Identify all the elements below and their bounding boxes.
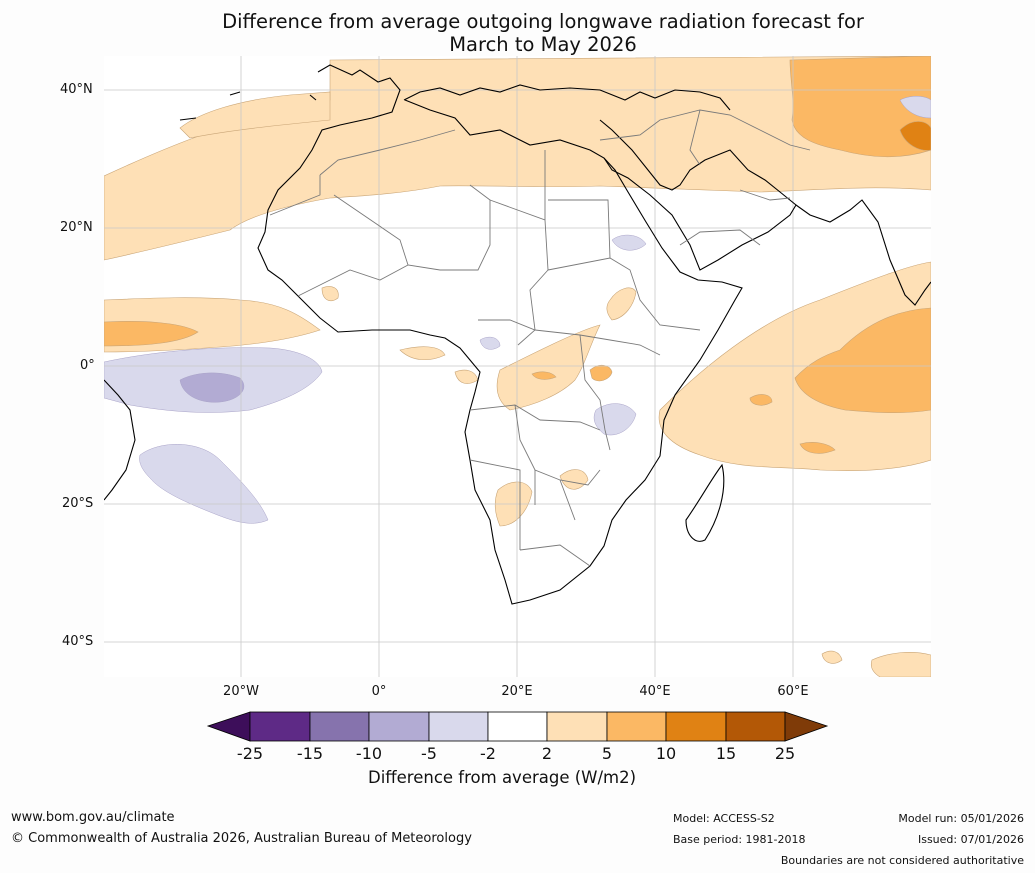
colorbar-bin: [725, 711, 786, 742]
lon-label-60e: 60°E: [777, 684, 809, 699]
disclaimer-text: Boundaries are not considered authoritat…: [780, 854, 1024, 867]
colorbar-bin: [309, 711, 370, 742]
lon-label-20e: 20°E: [501, 684, 533, 699]
colorbar-tick: 15: [715, 744, 737, 763]
model-run-text: Model run: 05/01/2026: [898, 812, 1024, 825]
colorbar-tick: 5: [601, 744, 613, 763]
title-line-1: Difference from average outgoing longwav…: [222, 10, 864, 33]
lon-label-40e: 40°E: [639, 684, 671, 699]
colorbar-bin: [487, 711, 548, 742]
issued-text: Issued: 07/01/2026: [917, 833, 1024, 846]
colorbar-bin: [249, 711, 311, 742]
negative-anomaly-areas: [104, 96, 931, 524]
lat-label-equator: 0°: [80, 358, 95, 373]
colorbar-bin: [368, 711, 430, 742]
colorbar-bin: [606, 711, 667, 742]
colorbar-title: Difference from average (W/m2): [368, 768, 637, 787]
lon-label-20w: 20°W: [223, 684, 259, 699]
colorbar-bin: [665, 711, 727, 742]
country-borders: [269, 109, 811, 567]
colorbar-tick: -15: [296, 744, 324, 763]
coastlines: [104, 64, 931, 605]
lat-label-20n: 20°N: [60, 220, 93, 235]
gridlines: [104, 56, 931, 677]
lon-label-0: 0°: [371, 684, 387, 699]
lat-label-40s: 40°S: [62, 634, 94, 649]
colorbar-tick: -25: [236, 744, 264, 763]
colorbar-tick: 2: [541, 744, 553, 763]
colorbar-tick: -5: [421, 744, 437, 763]
colorbar-extend-high: [784, 711, 829, 742]
colorbar-tick: 25: [774, 744, 796, 763]
colorbar: [206, 711, 829, 742]
colorbar-tick: 10: [655, 744, 677, 763]
colorbar-tick: -10: [355, 744, 383, 763]
colorbar-tick: -2: [480, 744, 496, 763]
model-text: Model: ACCESS-S2: [673, 812, 775, 825]
colorbar-extend-low: [206, 711, 251, 742]
lat-label-40n: 40°N: [60, 82, 93, 97]
colorbar-bin: [546, 711, 608, 742]
map-title: Difference from average outgoing longwav…: [0, 10, 1035, 56]
colorbar-bin: [428, 711, 489, 742]
title-line-2: March to May 2026: [449, 33, 637, 56]
copyright-text: © Commonwealth of Australia 2026, Austra…: [11, 831, 472, 846]
base-period-text: Base period: 1981-2018: [673, 833, 806, 846]
website-link[interactable]: www.bom.gov.au/climate: [11, 810, 175, 825]
lat-label-20s: 20°S: [62, 496, 94, 511]
